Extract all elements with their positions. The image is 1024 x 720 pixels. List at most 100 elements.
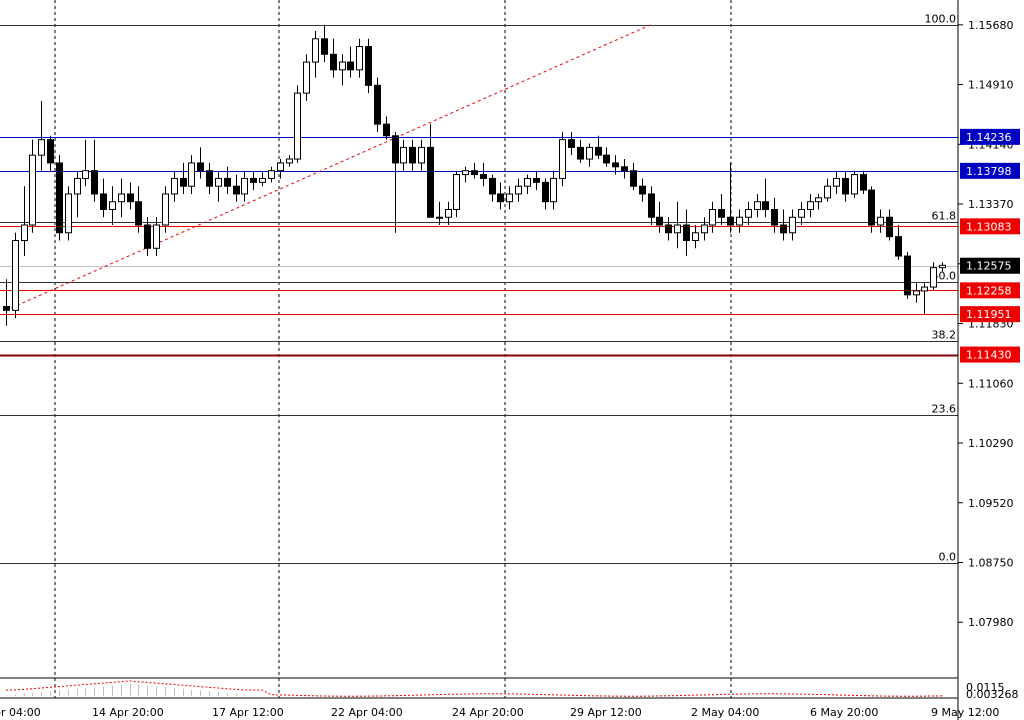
candle-body-73 (648, 193, 655, 218)
candle-body-103 (913, 290, 920, 296)
candle-body-25 (224, 177, 231, 187)
candle-body-22 (197, 162, 204, 172)
fib-label-5: 0.0 (939, 551, 957, 564)
candle-body-55 (489, 177, 496, 195)
candle-body-33 (294, 92, 301, 160)
candle-body-82 (727, 216, 734, 226)
candle-body-53 (471, 170, 478, 176)
candle-body-94 (833, 177, 840, 187)
candle-body-20 (180, 177, 187, 187)
candle-body-3 (29, 154, 36, 226)
price-tag-5-label: 1.11430 (966, 349, 1012, 362)
candle-body-46 (409, 146, 416, 164)
candle-body-97 (860, 174, 867, 191)
candle-body-35 (312, 38, 319, 63)
candle-body-68 (603, 154, 610, 164)
candle-body-2 (21, 224, 28, 242)
time-label-5: 29 Apr 12:00 (570, 706, 642, 719)
fib-label-3: 38.2 (932, 329, 957, 342)
candle-body-77 (683, 224, 690, 242)
candle-body-85 (754, 201, 761, 210)
vertical-grid (54, 0, 732, 698)
candle-body-14 (127, 193, 134, 203)
candle-body-100 (886, 216, 893, 238)
candle-body-44 (392, 135, 399, 164)
time-label-6: 2 May 04:00 (691, 706, 759, 719)
candle-body-41 (365, 46, 372, 86)
candle-body-10 (91, 170, 98, 195)
indicator-line (6, 680, 943, 697)
candle-body-76 (674, 224, 681, 234)
candle-body-56 (497, 193, 504, 203)
candle-body-63 (559, 139, 566, 179)
current-price-tag-label: 1.12575 (966, 260, 1012, 273)
candle-body-90 (798, 208, 805, 218)
candle-body-58 (515, 185, 522, 195)
candle-body-16 (144, 224, 151, 249)
candle-body-37 (330, 53, 337, 71)
candle-body-104 (921, 286, 928, 292)
indicator-label-0: 0.0115 (966, 681, 1005, 694)
price-tag-3-label: 1.12258 (966, 284, 1012, 297)
time-label-4: 24 Apr 20:00 (452, 706, 524, 719)
candle-body-74 (656, 216, 663, 226)
candle-body-50 (445, 208, 452, 218)
candle-body-52 (462, 170, 469, 176)
time-label-7: 6 May 20:00 (810, 706, 878, 719)
candle-body-39 (347, 61, 354, 71)
candle-body-12 (109, 201, 116, 210)
candle-body-49 (436, 216, 443, 219)
time-label-3: 22 Apr 04:00 (331, 706, 403, 719)
y-tick-label-1: 1.14910 (968, 79, 1014, 92)
candle-body-17 (153, 224, 160, 249)
candle-body-60 (533, 177, 540, 183)
candle-body-9 (82, 170, 89, 179)
candle-body-84 (745, 208, 752, 218)
current-price-tag-bg (960, 257, 1020, 274)
candle-body-102 (904, 255, 911, 296)
y-tick-label-3: 1.13370 (968, 198, 1014, 211)
candle-body-71 (630, 170, 637, 187)
candle-body-21 (188, 162, 195, 187)
candle-body-28 (250, 177, 257, 183)
candle-body-78 (692, 232, 699, 242)
candle-body-98 (868, 189, 875, 226)
candle-body-69 (612, 162, 619, 168)
time-label-8: 9 May 12:00 (931, 706, 999, 719)
candle-body-24 (215, 177, 222, 187)
y-tick-label-6: 1.11060 (968, 377, 1014, 390)
candle-body-66 (586, 146, 593, 160)
candle-body-47 (418, 146, 425, 164)
candle-body-89 (789, 216, 796, 234)
candle-body-86 (762, 201, 769, 210)
time-label-2: 17 Apr 12:00 (212, 706, 284, 719)
candle-body-96 (851, 174, 858, 195)
candle-body-62 (550, 177, 557, 203)
price-tag-4-label: 1.11951 (966, 308, 1012, 321)
price-tag-2-label: 1.13083 (966, 220, 1012, 233)
y-tick-label-7: 1.10290 (968, 437, 1014, 450)
fibonacci-levels[interactable]: 100.0 61.8 50.0 38.2 23.6 0.0 (0, 13, 958, 564)
candle-body-1 (12, 240, 19, 311)
candle-body-70 (621, 166, 628, 172)
candle-body-36 (321, 38, 328, 55)
fib-label-4: 23.6 (932, 403, 957, 416)
candle-body-54 (480, 174, 487, 179)
candle-body-79 (701, 224, 708, 234)
y-tick-label-10: 1.07980 (968, 616, 1014, 629)
indicator-label-1: 0.003268 (966, 688, 1019, 701)
candle-body-0 (3, 305, 10, 311)
time-label-0: pr 04:00 (0, 706, 41, 719)
price-tag-0-label: 1.14236 (966, 131, 1012, 144)
time-axis: pr 04:00 14 Apr 20:00 17 Apr 12:00 22 Apr 0… (0, 706, 999, 719)
time-label-1: 14 Apr 20:00 (92, 706, 164, 719)
candle-body-59 (524, 177, 531, 187)
price-tag-0-bg (960, 128, 1020, 145)
fib-label-1: 61.8 (932, 210, 957, 223)
price-tag-1-label: 1.13798 (966, 165, 1012, 178)
candle-body-80 (709, 208, 716, 226)
candle-body-29 (259, 177, 266, 183)
horizontal-lines[interactable] (0, 137, 958, 357)
candle-body-48 (427, 146, 434, 218)
